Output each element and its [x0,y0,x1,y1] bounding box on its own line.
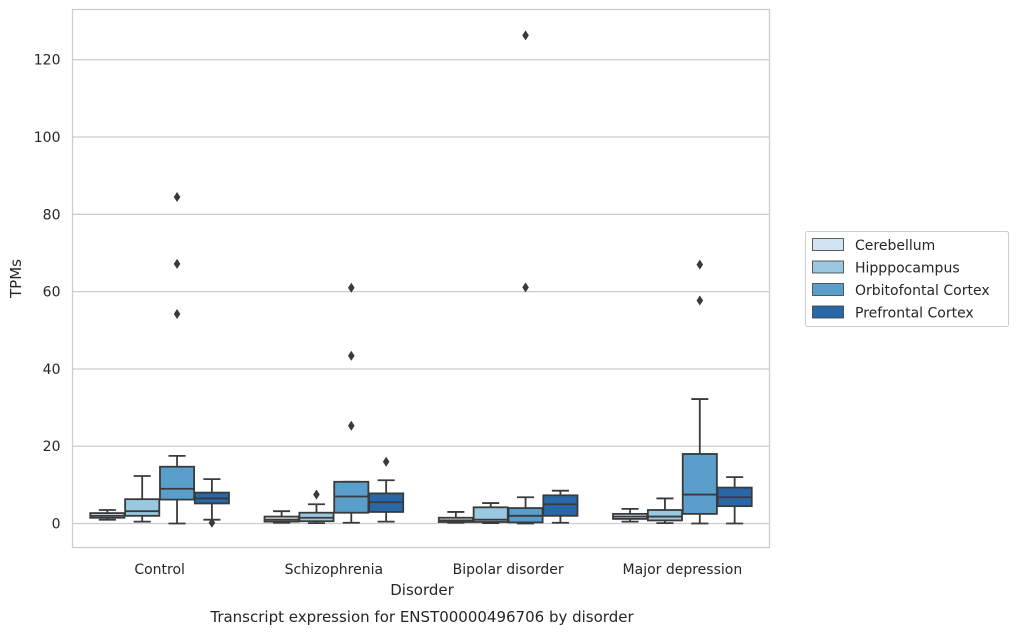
outlier-point [696,259,704,270]
outlier-point [348,420,355,431]
box-hipppocampus-0 [124,475,161,523]
x-tick-labels: Control Schizophrenia Bipolar disorder Majo… [134,562,742,578]
y-tick-label-80: 80 [43,207,61,223]
box-hipppocampus-3 [646,497,683,525]
y-tick-label-20: 20 [43,439,61,455]
box-prefrontal-cortex-0 [193,478,230,528]
outlier-point [382,456,390,467]
y-tick-label-40: 40 [43,362,61,378]
outlier-point [522,30,529,41]
x-tick-label-bipolar-disorder: Bipolar disorder [453,562,564,578]
y-tick-label-60: 60 [43,285,61,301]
box-body [124,498,161,517]
axes-frame [71,8,771,549]
legend: Cerebellum Hipppocampus Orbitofontal Corte… [805,231,1009,327]
outlier-point [173,191,181,202]
box-body [646,509,683,522]
y-tick-labels: 0 20 40 60 80 100 120 [34,53,61,533]
grid-layer [72,59,770,525]
legend-swatch-hipppocampus [812,260,844,274]
box-cerebellum-3 [612,507,649,523]
legend-swatch-orbitofontal-cortex [812,283,844,296]
box-body [681,453,718,515]
box-body [159,465,196,501]
outlier-point [696,295,704,306]
box-prefrontal-cortex-1 [368,456,405,523]
x-tick-label-control: Control [134,562,185,578]
box-body [542,494,579,517]
outlier-point [208,517,216,528]
x-tick-label-major-depression: Major depression [623,562,743,578]
legend-label-cerebellum: Cerebellum [855,238,935,254]
box-hipppocampus-1 [298,489,335,525]
y-axis-label: TPMs [7,259,25,299]
box-cerebellum-2 [437,511,474,524]
legend-swatch-cerebellum [812,238,844,251]
outlier-point [348,282,355,293]
box-cerebellum-0 [89,509,126,521]
box-prefrontal-cortex-3 [716,476,753,525]
legend-frame [805,231,1009,327]
legend-label-prefrontal-cortex: Prefrontal Cortex [855,306,974,322]
box-hipppocampus-2 [472,502,509,525]
box-orbitofontal-cortex-0 [159,191,196,525]
legend-items: Cerebellum Hipppocampus Orbitofontal Corte… [812,238,990,322]
outlier-point [522,282,529,293]
outlier-point [313,489,320,500]
outlier-point [173,258,181,269]
box-orbitofontal-cortex-2 [507,30,544,525]
box-prefrontal-cortex-2 [542,489,579,524]
legend-label-orbitofontal-cortex: Orbitofontal Cortex [855,283,990,299]
y-tick-label-100: 100 [34,130,61,146]
legend-swatch-prefrontal-cortex [812,305,844,319]
chart-caption: Transcript expression for ENST0000049670… [209,608,634,626]
box-cerebellum-1 [263,510,300,524]
outlier-point [173,309,181,320]
x-tick-label-schizophrenia: Schizophrenia [285,562,383,578]
y-tick-label-120: 120 [34,53,61,69]
legend-label-hipppocampus: Hipppocampus [855,261,960,277]
outlier-point [348,350,355,361]
box-layer [89,30,753,528]
x-axis-label: Disorder [390,581,454,599]
box-orbitofontal-cortex-1 [333,282,370,524]
box-orbitofontal-cortex-3 [681,259,718,525]
y-tick-label-0: 0 [52,517,61,533]
